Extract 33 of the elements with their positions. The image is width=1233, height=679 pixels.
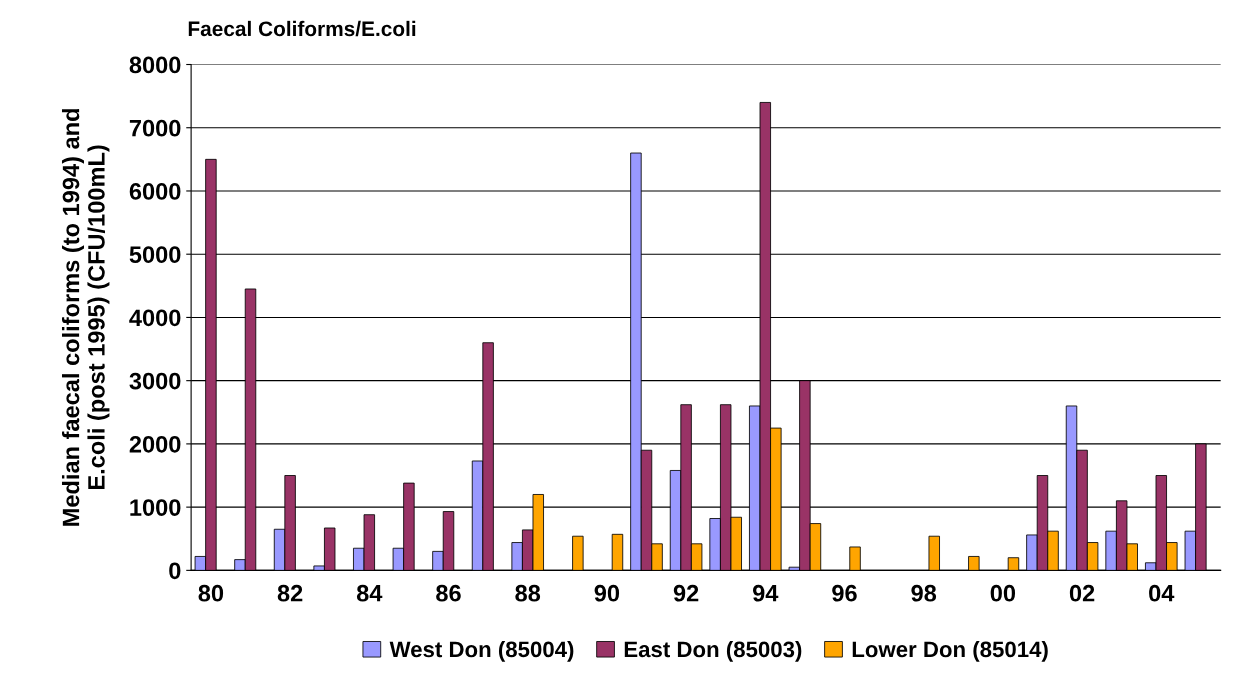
bar bbox=[968, 556, 980, 571]
x-tick-label: 82 bbox=[277, 584, 303, 602]
y-axis-title: Median faecal coliforms (to 1994) and E.coli (post 1995) (CFU/100mL) bbox=[61, 109, 110, 526]
x-tick-label: 80 bbox=[198, 584, 224, 602]
y-tick-label: 6000 bbox=[129, 183, 181, 200]
bar bbox=[1007, 557, 1020, 571]
y-tick-label: 2000 bbox=[129, 435, 181, 453]
x-tick-label: 02 bbox=[1069, 584, 1095, 602]
chart-title: Faecal Coliforms/E.coli bbox=[188, 20, 416, 37]
y-tick-label: 5000 bbox=[129, 246, 181, 263]
x-tick-label: 00 bbox=[990, 584, 1016, 602]
y-tick-label: 3000 bbox=[129, 372, 181, 390]
x-tick-label: 04 bbox=[1149, 584, 1175, 602]
x-tick-label: 84 bbox=[356, 584, 383, 602]
y-tick-label: 4000 bbox=[129, 309, 181, 327]
legend-label: East Don (85003) bbox=[624, 640, 802, 662]
x-tick-label: 96 bbox=[832, 584, 857, 602]
x-tick-label: 90 bbox=[594, 584, 620, 602]
legend-label: West Don (85004) bbox=[389, 640, 574, 662]
bar bbox=[611, 533, 624, 571]
x-tick-label: 88 bbox=[515, 584, 541, 602]
y-tick-label: 7000 bbox=[129, 119, 181, 137]
bar bbox=[572, 535, 584, 571]
x-tick-label: 92 bbox=[673, 584, 699, 602]
x-tick-label: 98 bbox=[911, 584, 937, 602]
legend-label: Lower Don (85014) bbox=[852, 640, 1048, 662]
y-tick-label: 0 bbox=[169, 562, 181, 580]
x-tick-label: 86 bbox=[436, 584, 461, 602]
x-tick-label: 94 bbox=[752, 584, 779, 602]
bar bbox=[928, 535, 940, 571]
y-tick-label: 1000 bbox=[130, 499, 181, 516]
bar bbox=[849, 546, 861, 571]
y-tick-label: 8000 bbox=[129, 56, 181, 74]
